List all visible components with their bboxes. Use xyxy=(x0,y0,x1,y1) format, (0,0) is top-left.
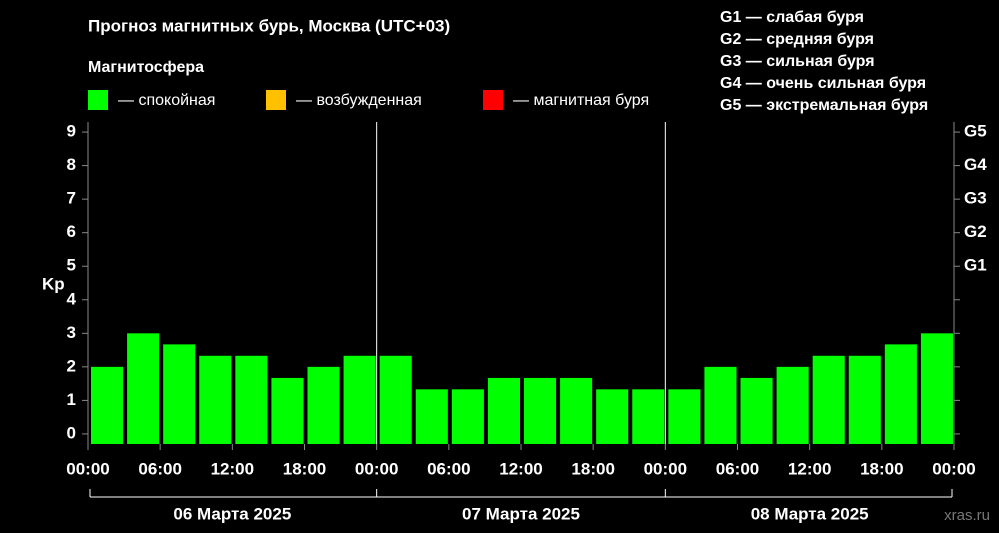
legend-title: Магнитосфера xyxy=(88,59,204,76)
bar xyxy=(271,377,304,444)
x-tick-label: 12:00 xyxy=(788,459,831,478)
x-tick-label: 18:00 xyxy=(571,459,614,478)
y-tick-label: 0 xyxy=(67,423,76,442)
legend-label: — магнитная буря xyxy=(513,92,649,109)
x-tick-label: 18:00 xyxy=(283,459,326,478)
bar xyxy=(163,344,196,444)
bar xyxy=(451,389,484,444)
bar xyxy=(379,355,412,444)
x-tick-label: 12:00 xyxy=(499,459,542,478)
bar xyxy=(776,366,809,444)
y2-tick-label: G3 xyxy=(964,189,987,208)
y-tick-label: 3 xyxy=(67,323,76,342)
bar xyxy=(668,389,701,444)
scale-note: G5 — экстремальная буря xyxy=(720,97,928,114)
y2-tick-label: G4 xyxy=(964,155,987,174)
x-tick-label: 00:00 xyxy=(66,459,109,478)
x-tick-label: 18:00 xyxy=(860,459,903,478)
scale-note: G1 — слабая буря xyxy=(720,9,864,26)
y-tick-label: 4 xyxy=(67,289,77,308)
bar xyxy=(307,366,340,444)
x-tick-label: 00:00 xyxy=(644,459,687,478)
y-axis-label: Kp xyxy=(42,274,65,293)
legend-swatch xyxy=(88,90,108,110)
legend-swatch xyxy=(483,90,503,110)
bar xyxy=(560,377,593,444)
bar xyxy=(884,344,917,444)
day-label: 08 Марта 2025 xyxy=(751,504,869,523)
x-tick-label: 12:00 xyxy=(211,459,254,478)
bar xyxy=(596,389,629,444)
bar xyxy=(632,389,665,444)
legend-label: — возбужденная xyxy=(296,92,422,109)
y-tick-label: 8 xyxy=(67,155,76,174)
x-tick-label: 06:00 xyxy=(138,459,181,478)
bar xyxy=(343,355,376,444)
x-tick-label: 06:00 xyxy=(716,459,759,478)
y-tick-label: 2 xyxy=(67,356,76,375)
bar xyxy=(920,333,953,444)
bar xyxy=(524,377,557,444)
y-tick-label: 7 xyxy=(67,189,76,208)
scale-note: G3 — сильная буря xyxy=(720,53,875,70)
bar xyxy=(487,377,520,444)
y2-tick-label: G2 xyxy=(964,222,987,241)
x-tick-label: 06:00 xyxy=(427,459,470,478)
watermark: xras.ru xyxy=(944,507,990,524)
bar xyxy=(199,355,232,444)
bar xyxy=(740,377,773,444)
chart-title: Прогноз магнитных бурь, Москва (UTC+03) xyxy=(88,16,450,35)
bar xyxy=(812,355,845,444)
y-tick-label: 5 xyxy=(67,256,76,275)
x-tick-label: 00:00 xyxy=(932,459,975,478)
bar xyxy=(235,355,268,444)
x-tick-label: 00:00 xyxy=(355,459,398,478)
bar xyxy=(415,389,448,444)
bar xyxy=(127,333,160,444)
scale-note: G4 — очень сильная буря xyxy=(720,75,926,92)
y-tick-label: 1 xyxy=(67,390,76,409)
y2-tick-label: G5 xyxy=(964,122,987,141)
bar xyxy=(704,366,737,444)
day-label: 06 Марта 2025 xyxy=(173,504,291,523)
bar xyxy=(848,355,881,444)
y-tick-label: 6 xyxy=(67,222,76,241)
bar xyxy=(91,366,124,444)
y2-tick-label: G1 xyxy=(964,256,987,275)
scale-note: G2 — средняя буря xyxy=(720,31,874,48)
day-label: 07 Марта 2025 xyxy=(462,504,580,523)
legend-swatch xyxy=(266,90,286,110)
legend-label: — спокойная xyxy=(118,92,215,109)
y-tick-label: 9 xyxy=(67,122,76,141)
